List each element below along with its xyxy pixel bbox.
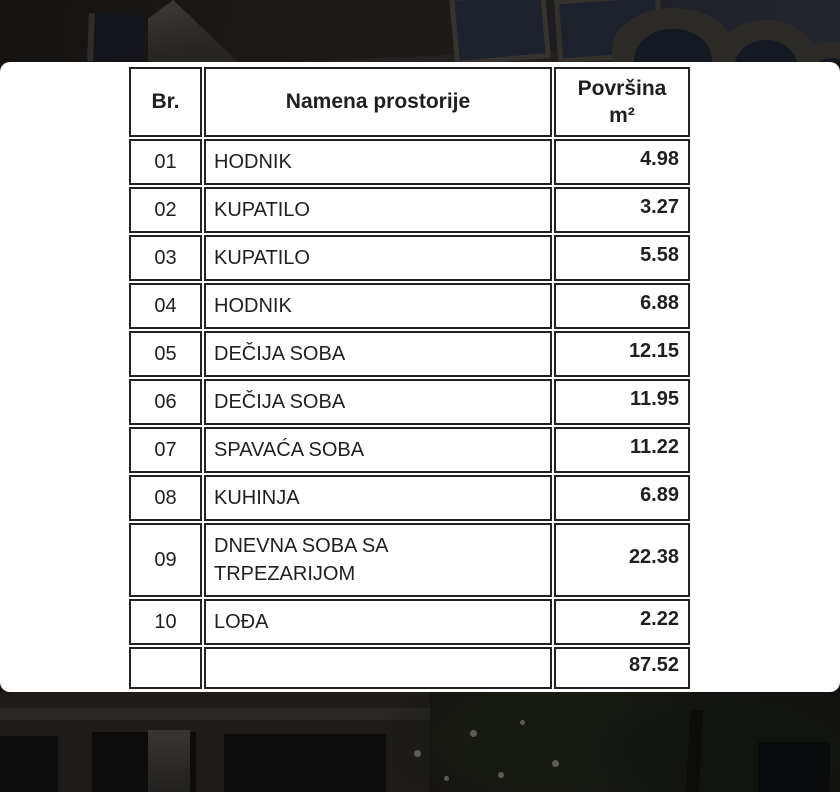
dormer-window xyxy=(808,57,840,62)
total-area-cell: 87.52 xyxy=(554,647,690,689)
cell-number: 03 xyxy=(129,235,202,281)
cell-number: 05 xyxy=(129,331,202,377)
cell-area: 6.88 xyxy=(554,283,690,329)
facade-window xyxy=(449,0,551,62)
cell-room-name: HODNIK xyxy=(204,283,552,329)
cell-area: 22.38 xyxy=(554,523,690,597)
table-row: 03 KUPATILO 5.58 xyxy=(129,235,690,281)
facade-window xyxy=(87,13,145,62)
cell-room-name: KUHINJA xyxy=(204,475,552,521)
cell-room-name: KUPATILO xyxy=(204,187,552,233)
cell-area: 5.58 xyxy=(554,235,690,281)
table-row: 02 KUPATILO 3.27 xyxy=(129,187,690,233)
tree-blossom xyxy=(520,720,525,725)
tree-blossom xyxy=(498,772,504,778)
cell-area: 11.95 xyxy=(554,379,690,425)
cell-room-name: DEČIJA SOBA xyxy=(204,331,552,377)
table-row: 07 SPAVAĆA SOBA 11.22 xyxy=(129,427,690,473)
dormer-window xyxy=(734,39,798,62)
gable-wall-shape xyxy=(148,0,238,62)
tree-blossom xyxy=(414,750,421,757)
table-row: 10 LOĐA 2.22 xyxy=(129,599,690,645)
table-total-row: 87.52 xyxy=(129,647,690,689)
table-header-row: Br. Namena prostorije Površina m² xyxy=(129,67,690,137)
cell-number: 01 xyxy=(129,139,202,185)
cell-room-name: DEČIJA SOBA xyxy=(204,379,552,425)
cell-number: 02 xyxy=(129,187,202,233)
total-name-cell xyxy=(204,647,552,689)
wall-pier xyxy=(148,730,190,792)
cell-room-name: LOĐA xyxy=(204,599,552,645)
cell-number: 10 xyxy=(129,599,202,645)
building-photo-bottom xyxy=(0,692,840,792)
header-room-name: Namena prostorije xyxy=(204,67,552,137)
header-number: Br. xyxy=(129,67,202,137)
cell-area: 11.22 xyxy=(554,427,690,473)
cell-room-name: SPAVAĆA SOBA xyxy=(204,427,552,473)
cell-area: 3.27 xyxy=(554,187,690,233)
facade-window xyxy=(0,736,58,792)
cell-number: 09 xyxy=(129,523,202,597)
table-row: 04 HODNIK 6.88 xyxy=(129,283,690,329)
cell-number: 06 xyxy=(129,379,202,425)
cornice-band xyxy=(0,708,430,720)
room-areas-card: Br. Namena prostorije Površina m² 01 HOD… xyxy=(0,62,840,692)
cell-area: 4.98 xyxy=(554,139,690,185)
table-row: 05 DEČIJA SOBA 12.15 xyxy=(129,331,690,377)
header-area-line2: m² xyxy=(609,104,635,127)
room-areas-table: Br. Namena prostorije Površina m² 01 HOD… xyxy=(127,65,692,691)
cell-number: 07 xyxy=(129,427,202,473)
tree-blossom xyxy=(444,776,449,781)
cell-number: 04 xyxy=(129,283,202,329)
cell-area: 6.89 xyxy=(554,475,690,521)
dormer-window xyxy=(633,29,713,62)
building-photo-top xyxy=(0,0,840,62)
facade-window xyxy=(758,742,830,792)
tree-blossom xyxy=(470,730,477,737)
table-row: 06 DEČIJA SOBA 11.95 xyxy=(129,379,690,425)
total-number-cell xyxy=(129,647,202,689)
table-row: 08 KUHINJA 6.89 xyxy=(129,475,690,521)
facade-window xyxy=(224,734,386,792)
cell-room-name: KUPATILO xyxy=(204,235,552,281)
cell-room-name: HODNIK xyxy=(204,139,552,185)
cell-area: 12.15 xyxy=(554,331,690,377)
cell-room-name: DNEVNA SOBA SA TRPEZARIJOM xyxy=(204,523,552,597)
header-area: Površina m² xyxy=(554,67,690,137)
table-row: 09 DNEVNA SOBA SA TRPEZARIJOM 22.38 xyxy=(129,523,690,597)
cell-number: 08 xyxy=(129,475,202,521)
cell-area: 2.22 xyxy=(554,599,690,645)
table-row: 01 HODNIK 4.98 xyxy=(129,139,690,185)
tree-blossom xyxy=(552,760,559,767)
header-area-line1: Površina xyxy=(577,76,667,100)
